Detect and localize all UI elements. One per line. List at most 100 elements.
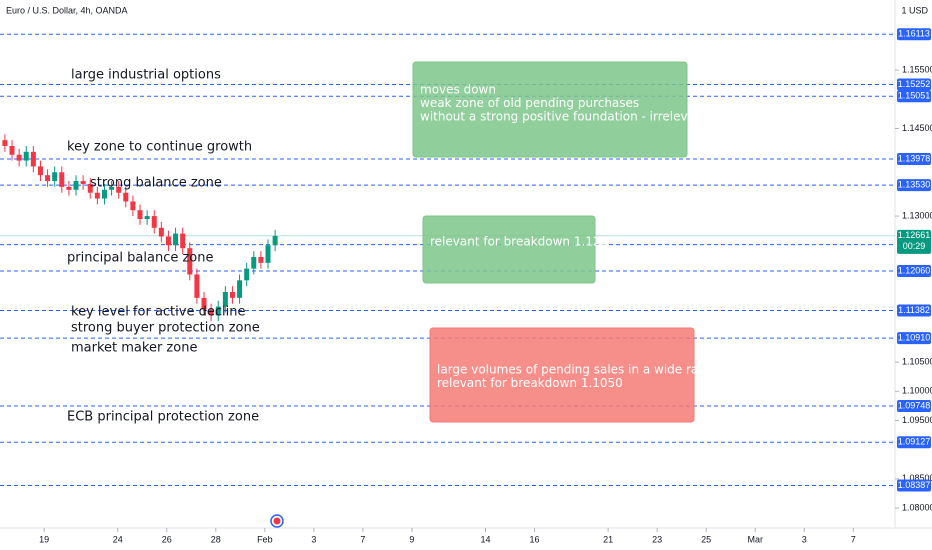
y-tick-label: 1.14500 [902, 123, 932, 133]
candle-body [23, 151, 29, 161]
candle-body [101, 189, 107, 199]
x-tick-label: 3 [311, 534, 316, 544]
candle-body [137, 210, 143, 219]
level-tag [897, 28, 931, 41]
x-tick-label: 28 [211, 534, 221, 544]
x-tick-label: 25 [701, 534, 711, 544]
level-label: 1.15252 [898, 79, 931, 89]
y-tick-label: 1.10500 [902, 356, 932, 366]
candle-body [158, 227, 164, 237]
level-label: 1.08387 [898, 480, 931, 490]
candle-body [87, 183, 93, 193]
last-price-tag [897, 229, 931, 254]
x-tick-label: 19 [39, 534, 49, 544]
candle-body [59, 172, 65, 187]
annotation: key level for active decline [71, 305, 245, 320]
y-tick-label: 1.15500 [902, 64, 932, 74]
candle-body [244, 268, 250, 281]
currency-label: 1 USD [901, 5, 928, 15]
candle-body [9, 145, 15, 155]
x-tick-label: Mar [747, 534, 763, 544]
candle-body [187, 248, 193, 275]
note-text: relevant for breakdown 1.1050 [437, 376, 623, 390]
annotation: strong buyer protection zone [71, 321, 260, 336]
candle-body [30, 151, 36, 167]
x-tick-label: 16 [530, 534, 540, 544]
note-text: moves down [420, 83, 496, 97]
candle-body [37, 166, 43, 176]
x-tick-label: 21 [603, 534, 613, 544]
level-tag [897, 436, 931, 449]
candle-body [130, 201, 136, 211]
level-tag [897, 304, 931, 317]
event-icon-dot [273, 517, 281, 525]
timer-label: 00:29 [903, 241, 926, 251]
candle-body [2, 140, 8, 146]
level-label: 1.10910 [898, 333, 931, 343]
candle-body [109, 186, 115, 190]
candle-body [52, 172, 58, 182]
level-label: 1.11382 [898, 305, 930, 315]
level-tag [897, 90, 931, 103]
candle-body [94, 192, 100, 199]
candle-body [144, 216, 150, 219]
x-tick-label: 7 [360, 534, 365, 544]
annotation: principal balance zone [67, 251, 214, 266]
candle-body [222, 291, 228, 307]
annotation: strong balance zone [90, 176, 222, 191]
candle-body [258, 256, 264, 263]
x-tick-label: 3 [802, 534, 807, 544]
candle-body [237, 280, 243, 298]
x-tick-label: 7 [851, 534, 856, 544]
candle-body [73, 181, 79, 190]
y-tick-label: 1.08500 [902, 473, 932, 483]
candle-body [208, 309, 214, 316]
annotation: ECB principal protection zone [67, 410, 259, 425]
candle-body [66, 186, 72, 190]
level-label: 1.16113 [898, 29, 930, 39]
annotation: large industrial options [71, 68, 221, 83]
note-text: large volumes of pending sales in a wide… [437, 363, 721, 377]
x-tick-label: 24 [113, 534, 123, 544]
level-tag [897, 152, 931, 165]
candle-body [251, 256, 257, 269]
candle-body [194, 274, 200, 298]
x-tick-label: 23 [652, 534, 662, 544]
level-label: 1.15051 [898, 91, 931, 101]
y-tick-label: 1.08000 [902, 502, 932, 512]
note-text: weak zone of old pending purchases [420, 96, 639, 110]
candle-body [16, 154, 22, 161]
level-label: 1.09127 [898, 437, 931, 447]
note-box [422, 215, 596, 284]
candle-body [265, 245, 271, 263]
candle-body [45, 175, 51, 182]
candle-body [116, 186, 122, 193]
candle-body [180, 233, 186, 249]
x-tick-label: 9 [409, 534, 414, 544]
candle-body [173, 233, 179, 246]
y-tick-label: 1.10000 [902, 386, 932, 396]
annotation: key zone to continue growth [67, 140, 252, 155]
note-text: without a strong positive foundation - i… [420, 110, 708, 124]
note-box [429, 327, 695, 423]
level-tag [897, 479, 931, 492]
candle-body [151, 216, 157, 228]
note-text: relevant for breakdown 1.125 [430, 235, 608, 249]
x-tick-label: Feb [257, 534, 273, 544]
candle-body [272, 235, 278, 246]
level-label: 1.09748 [898, 400, 931, 410]
level-tag [897, 332, 931, 345]
candle-body [165, 236, 171, 246]
level-tag [897, 179, 931, 192]
candle-body [201, 297, 207, 310]
note-box [412, 61, 688, 158]
y-tick-label: 1.13000 [902, 210, 932, 220]
candle-body [80, 181, 86, 184]
level-label: 1.12060 [898, 265, 931, 275]
level-label: 1.13978 [898, 153, 931, 163]
level-tag [897, 264, 931, 277]
x-tick-label: 26 [162, 534, 172, 544]
candle-body [229, 291, 235, 298]
y-tick-label: 1.09500 [902, 415, 932, 425]
candle-body [215, 306, 221, 316]
